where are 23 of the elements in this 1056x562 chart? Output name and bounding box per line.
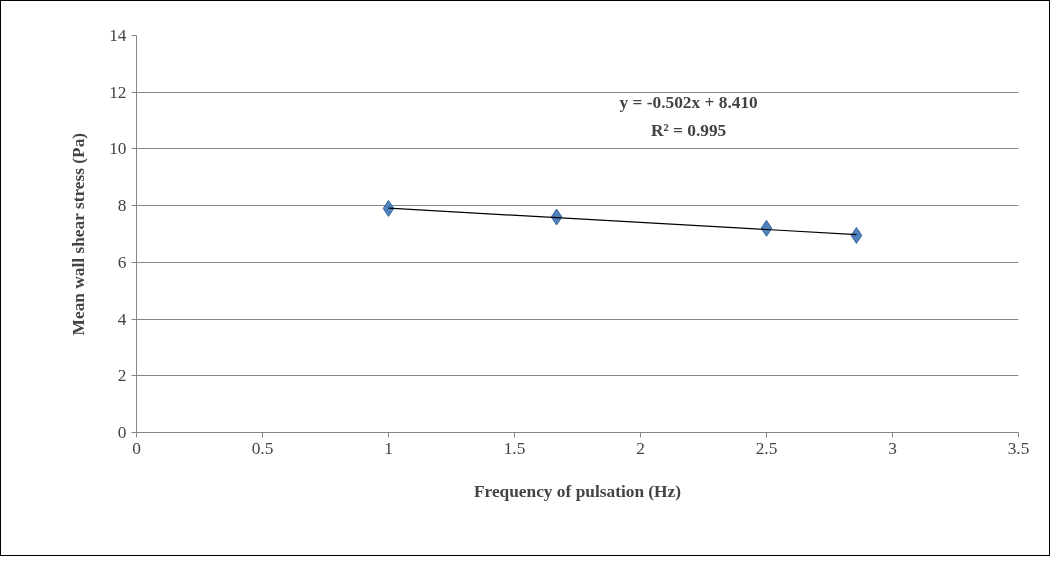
y-tick-label: 4 xyxy=(117,309,127,329)
y-tick-label: 12 xyxy=(109,82,127,102)
point xyxy=(760,219,773,237)
y-tick-label: 2 xyxy=(117,366,127,386)
x-tick-label: 0.5 xyxy=(251,438,274,458)
x-axis-title: Frequency of pulsation (Hz) xyxy=(473,481,682,501)
y-tick-label: 6 xyxy=(117,252,127,272)
x-tick-label: 3.5 xyxy=(1007,438,1030,458)
point xyxy=(382,199,395,217)
y-tick-label: 10 xyxy=(109,139,127,159)
annotation: y = -0.502x + 8.410 xyxy=(619,93,758,113)
y-axis-title: Mean wall shear stress (Pa) xyxy=(69,132,89,336)
y-tick-label: 14 xyxy=(109,26,127,45)
x-tick-label: 2 xyxy=(636,438,645,458)
x-tick-label: 0 xyxy=(132,438,141,458)
x-tick-label: 1 xyxy=(384,438,393,458)
point xyxy=(850,226,863,244)
x-tick-label: 1.5 xyxy=(503,438,526,458)
x-tick-label: 3 xyxy=(888,438,897,458)
y-tick-label: 0 xyxy=(117,423,127,442)
y-tick-label: 8 xyxy=(117,196,127,216)
annotation: R² = 0.995 xyxy=(651,121,727,141)
x-tick-label: 2.5 xyxy=(755,438,778,458)
